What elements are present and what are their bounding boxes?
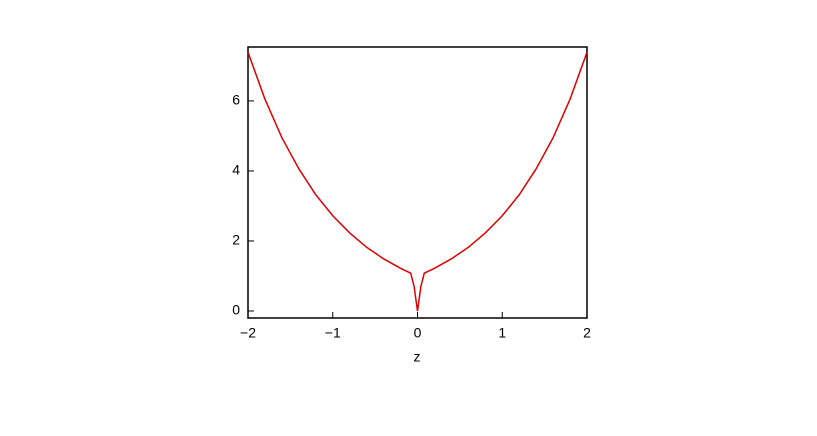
- y-tick-label: 6: [232, 92, 240, 108]
- y-tick-label: 2: [232, 232, 240, 248]
- x-tick-label: 1: [498, 325, 506, 341]
- line-series: [247, 51, 588, 312]
- x-axis-label: z: [414, 349, 421, 365]
- x-tick-label: −2: [240, 325, 256, 341]
- y-tick-label: 4: [232, 162, 240, 178]
- plot-frame: [247, 46, 588, 319]
- x-tick-label: −1: [325, 325, 341, 341]
- x-tick-label: 0: [414, 325, 422, 341]
- y-tick-label: 0: [232, 302, 240, 318]
- x-tick-label: 2: [583, 325, 591, 341]
